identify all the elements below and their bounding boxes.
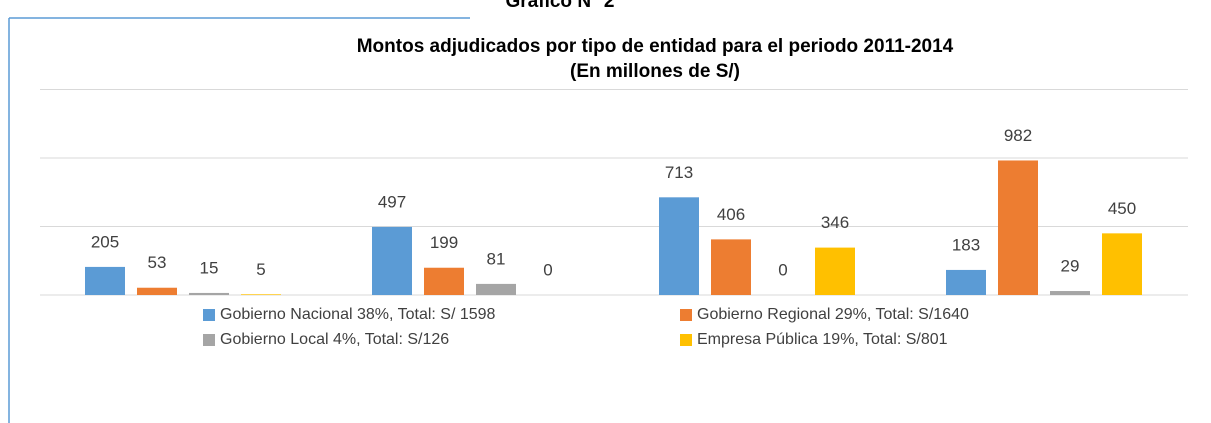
legend-swatch [680,334,692,346]
legend-label: Gobierno Regional 29%, Total: S/1640 [697,306,969,323]
bar [424,267,464,295]
data-label: 15 [200,258,219,277]
data-label: 205 [91,232,119,251]
bar [815,247,855,295]
data-label: 81 [487,249,506,268]
data-label: 982 [1004,126,1032,145]
legend-label: Empresa Pública 19%, Total: S/801 [697,331,948,348]
bar [946,269,986,295]
bar [1050,291,1090,295]
bar [372,226,412,295]
bar [137,287,177,295]
chart-title: Montos adjudicados por tipo de entidad p… [357,36,954,57]
bar [476,283,516,295]
bar [659,197,699,295]
legend-swatch [680,309,692,321]
data-label: 5 [256,260,265,279]
legend-swatch [203,334,215,346]
chart-subtitle: (En millones de S/) [570,61,740,82]
bar [998,160,1038,295]
heading: Gráfico N° 2 [506,0,615,12]
data-label: 0 [778,260,787,279]
bar [189,292,229,295]
data-label: 53 [148,253,167,272]
bar [1102,233,1142,295]
data-label: 450 [1108,199,1136,218]
data-label: 346 [821,213,849,232]
bar [85,266,125,295]
bar [711,239,751,295]
data-label: 199 [430,233,458,252]
data-label: 406 [717,205,745,224]
data-label: 29 [1061,257,1080,276]
legend-label: Gobierno Nacional 38%, Total: S/ 1598 [220,306,496,323]
data-label: 497 [378,192,406,211]
data-label: 183 [952,235,980,254]
data-label: 713 [665,163,693,182]
bar [241,294,281,295]
legend-label: Gobierno Local 4%, Total: S/126 [220,331,449,348]
data-label: 0 [543,260,552,279]
legend-swatch [203,309,215,321]
